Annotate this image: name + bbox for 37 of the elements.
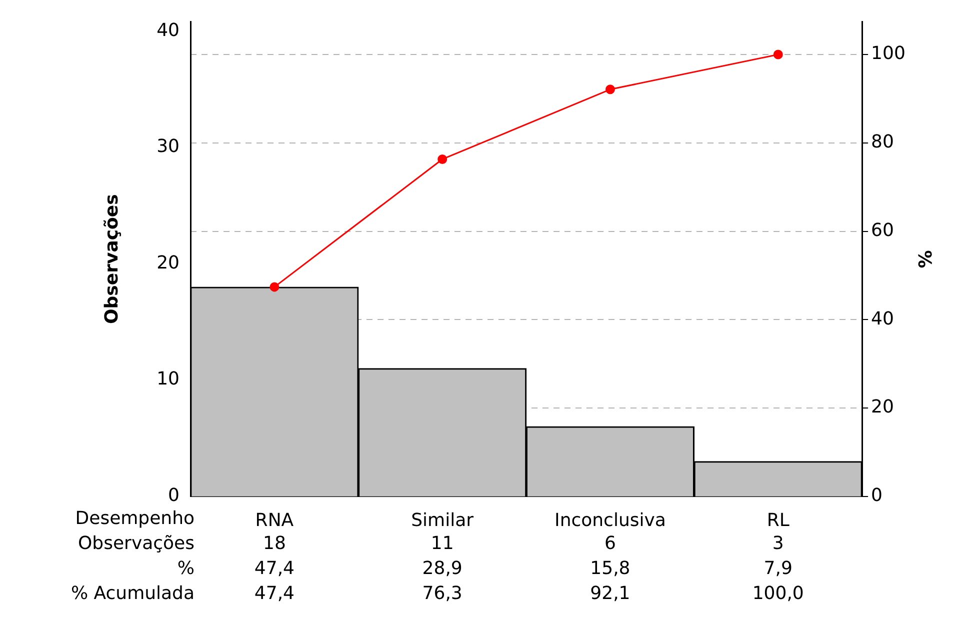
data-label: 3	[772, 533, 784, 554]
y2-tick-label: 60	[871, 220, 894, 241]
data-label: 11	[430, 533, 454, 554]
x-tick-label: Inconclusiva	[554, 510, 666, 531]
y2-axis-title: %	[914, 250, 935, 268]
point	[270, 282, 280, 292]
text: % Acumulada	[70, 583, 195, 604]
x-tick-label: RNA	[255, 510, 294, 531]
text: 7,9	[764, 558, 792, 580]
data-label: 18	[262, 533, 286, 554]
y-tick-label: 40	[156, 20, 180, 41]
y2-tick-label: 40	[871, 308, 894, 330]
y2-tick-label: 0	[871, 485, 882, 506]
y-axis-title: Observações	[101, 194, 122, 324]
text: 15,8	[590, 558, 630, 580]
text: 47,4	[254, 558, 294, 580]
y2-tick-label: 80	[871, 132, 894, 153]
text: 28,9	[422, 558, 462, 580]
x-tick-label: RL	[766, 510, 790, 531]
data-label: 100,0	[752, 583, 804, 604]
y-tick-label: 0	[168, 485, 180, 506]
y2-tick-label: 20	[871, 396, 894, 418]
point	[773, 50, 783, 60]
point	[605, 84, 615, 94]
point	[438, 154, 448, 164]
data-label: 76,3	[422, 583, 462, 604]
y-tick-label: 10	[156, 368, 180, 390]
x-tick-label: Similar	[411, 510, 474, 531]
data-label: 92,1	[590, 583, 630, 604]
data-label: 6	[604, 533, 616, 554]
y-tick-label: 30	[156, 136, 180, 158]
y2-tick-label: 100	[871, 43, 906, 64]
text: %	[177, 558, 195, 580]
x-axis-title: Desempenho	[75, 508, 195, 530]
data-label: 47,4	[254, 583, 294, 604]
y-tick-label: 20	[156, 252, 180, 274]
text: Observações	[78, 533, 195, 554]
